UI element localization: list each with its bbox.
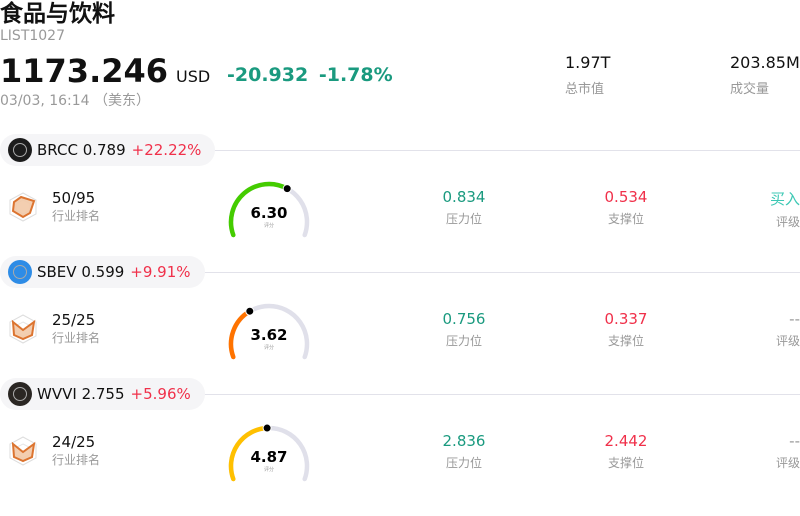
stat-label: 成交量	[730, 82, 770, 97]
rating-label: 评级	[775, 334, 800, 348]
support-label: 支撑位	[607, 334, 644, 348]
resistance: 0.756 压力位	[438, 310, 490, 349]
resistance-label: 压力位	[445, 334, 482, 348]
support: 0.534 支撑位	[600, 188, 652, 227]
stock-price: 2.755	[81, 385, 125, 403]
timestamp: 03/03, 16:14 （美东）	[0, 93, 151, 109]
support-label: 支撑位	[607, 456, 644, 470]
score-label: 评分	[264, 344, 274, 351]
stat-market-cap: 1.97T 总市值	[565, 53, 610, 97]
score-gauge: 3.62 评分	[224, 298, 316, 394]
company-logo-icon	[8, 382, 32, 406]
stat-value: 1.97T	[565, 53, 611, 72]
resistance: 0.834 压力位	[438, 188, 490, 227]
divider	[190, 394, 800, 395]
gauge-svg: 6.30 评分	[228, 181, 310, 238]
index-price: 1173.246	[0, 52, 169, 90]
support-label: 支撑位	[607, 212, 644, 226]
score-gauge: 4.87 评分	[224, 420, 316, 516]
resistance-label: 压力位	[445, 212, 482, 226]
stock-change: +22.22%	[131, 141, 202, 159]
rank-label: 行业排名	[52, 209, 101, 223]
stock-card[interactable]: BRCC 0.789 +22.22% 50/95 行业排名 6.30 评分 0.8…	[0, 134, 800, 256]
change-percent: -1.78%	[318, 64, 393, 86]
rating: -- 评级	[776, 432, 800, 471]
gauge-marker	[282, 184, 292, 194]
change-value: -20.932	[227, 64, 309, 86]
divider	[190, 272, 800, 273]
rating-value: --	[789, 432, 800, 450]
rating-value: --	[789, 310, 800, 328]
stock-card[interactable]: SBEV 0.599 +9.91% 25/25 行业排名 3.62 评分 0.75…	[0, 256, 800, 378]
resistance: 2.836 压力位	[438, 432, 490, 471]
stock-pill[interactable]: WVVI 2.755 +5.96%	[0, 378, 205, 410]
resistance-value: 0.834	[442, 188, 486, 206]
divider	[190, 150, 800, 151]
industry-rank: 50/95 行业排名	[8, 189, 100, 224]
rating-value: 买入	[769, 190, 800, 208]
stock-price: 0.789	[82, 141, 126, 159]
company-logo-icon	[8, 260, 32, 284]
ticker: WVVI	[37, 385, 77, 403]
gauge-marker	[262, 423, 272, 433]
rating-label: 评级	[775, 456, 800, 470]
stat-volume: 203.85M 成交量	[730, 53, 800, 97]
radar-icon	[9, 313, 37, 344]
ticker: SBEV	[37, 263, 77, 281]
rank-value: 50/95	[52, 189, 96, 207]
company-logo-icon	[8, 138, 32, 162]
score-label: 评分	[264, 466, 274, 473]
radar-icon	[9, 191, 37, 222]
gauge-fill	[228, 308, 253, 360]
score-value: 3.62	[250, 326, 287, 344]
stock-price: 0.599	[81, 263, 125, 281]
score-label: 评分	[264, 222, 274, 229]
stock-change: +9.91%	[130, 263, 191, 281]
stock-pill[interactable]: BRCC 0.789 +22.22%	[0, 134, 216, 166]
industry-rank: 25/25 行业排名	[8, 311, 100, 346]
stat-value: 203.85M	[730, 53, 800, 72]
support-value: 0.337	[604, 310, 648, 328]
support-value: 0.534	[604, 188, 648, 206]
gauge-svg: 4.87 评分	[228, 423, 310, 482]
price-change: -20.932 -1.78%	[227, 64, 393, 86]
support-value: 2.442	[604, 432, 648, 450]
rank-value: 24/25	[52, 433, 96, 451]
currency: USD	[176, 67, 211, 86]
gauge-fill	[228, 425, 270, 482]
stock-pill[interactable]: SBEV 0.599 +9.91%	[0, 256, 205, 288]
resistance-value: 0.756	[442, 310, 486, 328]
ticker: BRCC	[37, 141, 78, 159]
stock-change: +5.96%	[130, 385, 191, 403]
gauge-marker	[245, 306, 255, 316]
stock-card[interactable]: WVVI 2.755 +5.96% 24/25 行业排名 4.87 评分 2.83…	[0, 378, 800, 500]
rating: 买入 评级	[770, 188, 800, 230]
page-title: 食品与饮料	[0, 1, 115, 27]
score-gauge: 6.30 评分	[224, 176, 316, 272]
stat-label: 总市值	[565, 82, 605, 97]
resistance-label: 压力位	[445, 456, 482, 470]
rating: -- 评级	[776, 310, 800, 349]
gauge-fill	[228, 181, 290, 238]
index-code: LIST1027	[0, 28, 65, 44]
score-value: 6.30	[250, 204, 287, 222]
industry-rank: 24/25 行业排名	[8, 433, 100, 468]
rank-label: 行业排名	[52, 453, 101, 467]
rating-label: 评级	[775, 215, 800, 229]
support: 0.337 支撑位	[600, 310, 652, 349]
gauge-svg: 3.62 评分	[228, 303, 310, 360]
rank-label: 行业排名	[52, 331, 101, 345]
resistance-value: 2.836	[442, 432, 486, 450]
radar-icon	[9, 435, 37, 466]
rank-value: 25/25	[52, 311, 96, 329]
support: 2.442 支撑位	[600, 432, 652, 471]
score-value: 4.87	[250, 448, 287, 466]
